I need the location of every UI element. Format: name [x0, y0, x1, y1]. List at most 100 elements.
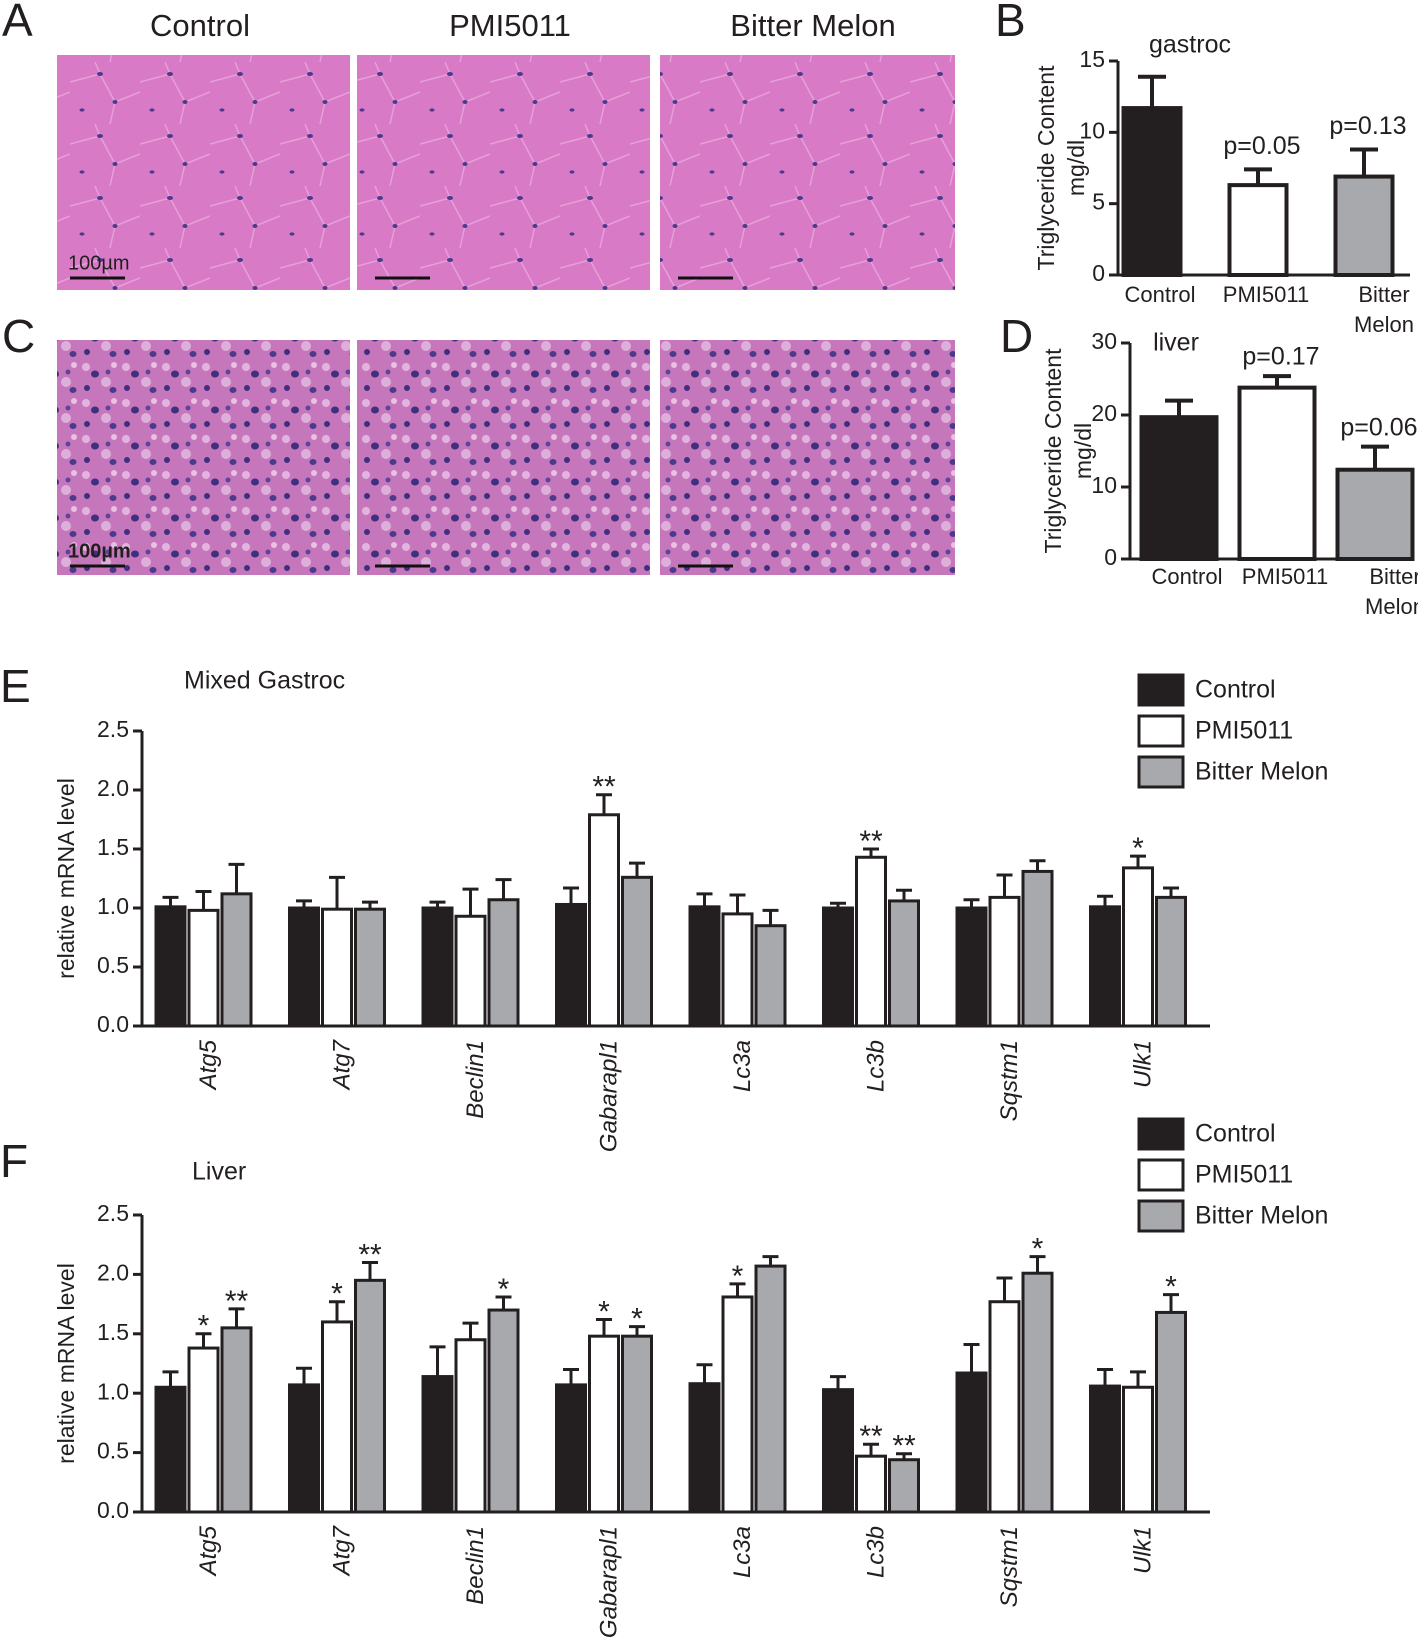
error-bar	[195, 889, 212, 911]
bar	[955, 906, 988, 1028]
chart: 0.0 0.5 1.0 1.5 2.0 2.5 Mixed Gastroc relative …	[53, 667, 1328, 1152]
error-bar	[830, 1375, 846, 1390]
legend-label: PMI5011	[1195, 1161, 1293, 1189]
legend-swatch	[1137, 1199, 1185, 1233]
legend-label: Control	[1195, 1120, 1276, 1148]
significance: **	[592, 771, 616, 804]
y-tick-label: 0.0	[97, 1011, 129, 1037]
error-bar	[162, 1370, 179, 1388]
column-header: PMI5011	[449, 8, 571, 43]
error-bar	[896, 1452, 912, 1460]
significance: **	[358, 1238, 382, 1271]
legend-label: PMI5011	[1195, 717, 1293, 745]
error-bar	[495, 1295, 512, 1311]
error-bar	[629, 861, 645, 878]
panel-label: F	[0, 1135, 28, 1187]
bar	[621, 875, 653, 1028]
bar	[487, 898, 520, 1028]
error-bar	[462, 887, 479, 917]
x-tick-label: Lc3a	[729, 1526, 756, 1578]
annotation: p=0.17	[1242, 343, 1319, 371]
bar	[288, 1383, 320, 1514]
error-bar	[329, 875, 345, 910]
y-tick-label: 2.0	[97, 1259, 129, 1285]
bar	[1237, 385, 1317, 562]
significance: *	[198, 1310, 210, 1343]
muscle-image	[660, 55, 955, 290]
bar	[288, 906, 320, 1028]
bar	[220, 892, 253, 1028]
error-bar	[996, 873, 1013, 898]
bar	[688, 1382, 721, 1514]
bar	[1155, 1310, 1187, 1514]
bar	[688, 905, 721, 1028]
chart: 0 5 10 15 gastroc Triglyceride Content mg/dl Co…	[1033, 31, 1414, 337]
x-tick-label: Control	[1152, 564, 1223, 589]
error-bar	[596, 1318, 612, 1337]
error-bar	[563, 1367, 579, 1385]
y-tick-label: 0	[1104, 544, 1117, 570]
histology: 100µm 100µm Control PMI5011 Bitter Melon	[57, 8, 955, 575]
error-bar	[963, 1342, 980, 1373]
panel-label: A	[2, 0, 33, 46]
bar	[220, 1326, 253, 1514]
y-axis-label: Triglyceride Content	[1040, 348, 1066, 554]
bar	[454, 1338, 487, 1514]
error-bar	[896, 888, 912, 901]
y-tick-label: 30	[1091, 328, 1117, 354]
significance: *	[498, 1273, 510, 1306]
bar	[955, 1371, 988, 1514]
x-tick-label: Gabarapl1	[595, 1040, 622, 1152]
chart-title: gastroc	[1149, 31, 1231, 59]
bar	[721, 912, 754, 1028]
x-tick-label: Lc3b	[862, 1040, 889, 1092]
y-tick-label: 10	[1091, 472, 1117, 498]
error-bar	[1263, 374, 1291, 388]
error-bar	[1165, 398, 1193, 418]
error-bar	[729, 893, 746, 914]
y-tick-label: 0.0	[97, 1497, 129, 1523]
bar	[588, 1334, 620, 1514]
column-header: Control	[150, 8, 250, 43]
error-bar	[996, 1276, 1013, 1302]
y-axis-label: Triglyceride Content	[1033, 65, 1059, 271]
significance: *	[598, 1295, 610, 1328]
x-tick-label: Atg5	[195, 1525, 222, 1577]
significance: *	[1165, 1271, 1177, 1304]
legend-swatch	[1137, 1158, 1185, 1192]
liver-image	[357, 340, 650, 575]
x-tick-label: Gabarapl1	[595, 1526, 622, 1638]
error-bar	[629, 1325, 645, 1337]
error-bar	[963, 898, 980, 908]
significance: *	[732, 1260, 744, 1293]
x-tick-label: Lc3b	[862, 1526, 889, 1578]
bar	[1139, 415, 1219, 561]
bar	[454, 914, 487, 1028]
bar	[822, 906, 854, 1028]
error-bar	[563, 886, 579, 905]
panel-label: D	[1000, 310, 1033, 362]
x-tick-label: Lc3a	[729, 1040, 756, 1092]
muscle-image	[57, 55, 350, 290]
annotation: p=0.05	[1223, 132, 1300, 160]
error-bar	[228, 1307, 245, 1328]
x-tick-label: Sqstm1	[996, 1526, 1023, 1607]
y-tick-label: 1.5	[97, 834, 129, 860]
legend-swatch	[1137, 755, 1185, 789]
bar	[421, 1375, 454, 1514]
error-bar	[429, 900, 446, 908]
error-bar	[195, 1332, 212, 1349]
error-bar	[228, 862, 245, 894]
error-bar	[762, 908, 779, 926]
legend-swatch	[1137, 714, 1185, 748]
annotation: p=0.06	[1340, 413, 1417, 441]
bar	[888, 899, 920, 1028]
bar	[1333, 174, 1395, 277]
bar	[1021, 1271, 1054, 1514]
chart: 0.0 0.5 1.0 1.5 2.0 2.5 Liver relative mRNA lev…	[53, 1117, 1328, 1638]
error-bar	[729, 1282, 746, 1297]
y-tick-label: 0	[1092, 260, 1105, 286]
bar	[754, 924, 787, 1028]
